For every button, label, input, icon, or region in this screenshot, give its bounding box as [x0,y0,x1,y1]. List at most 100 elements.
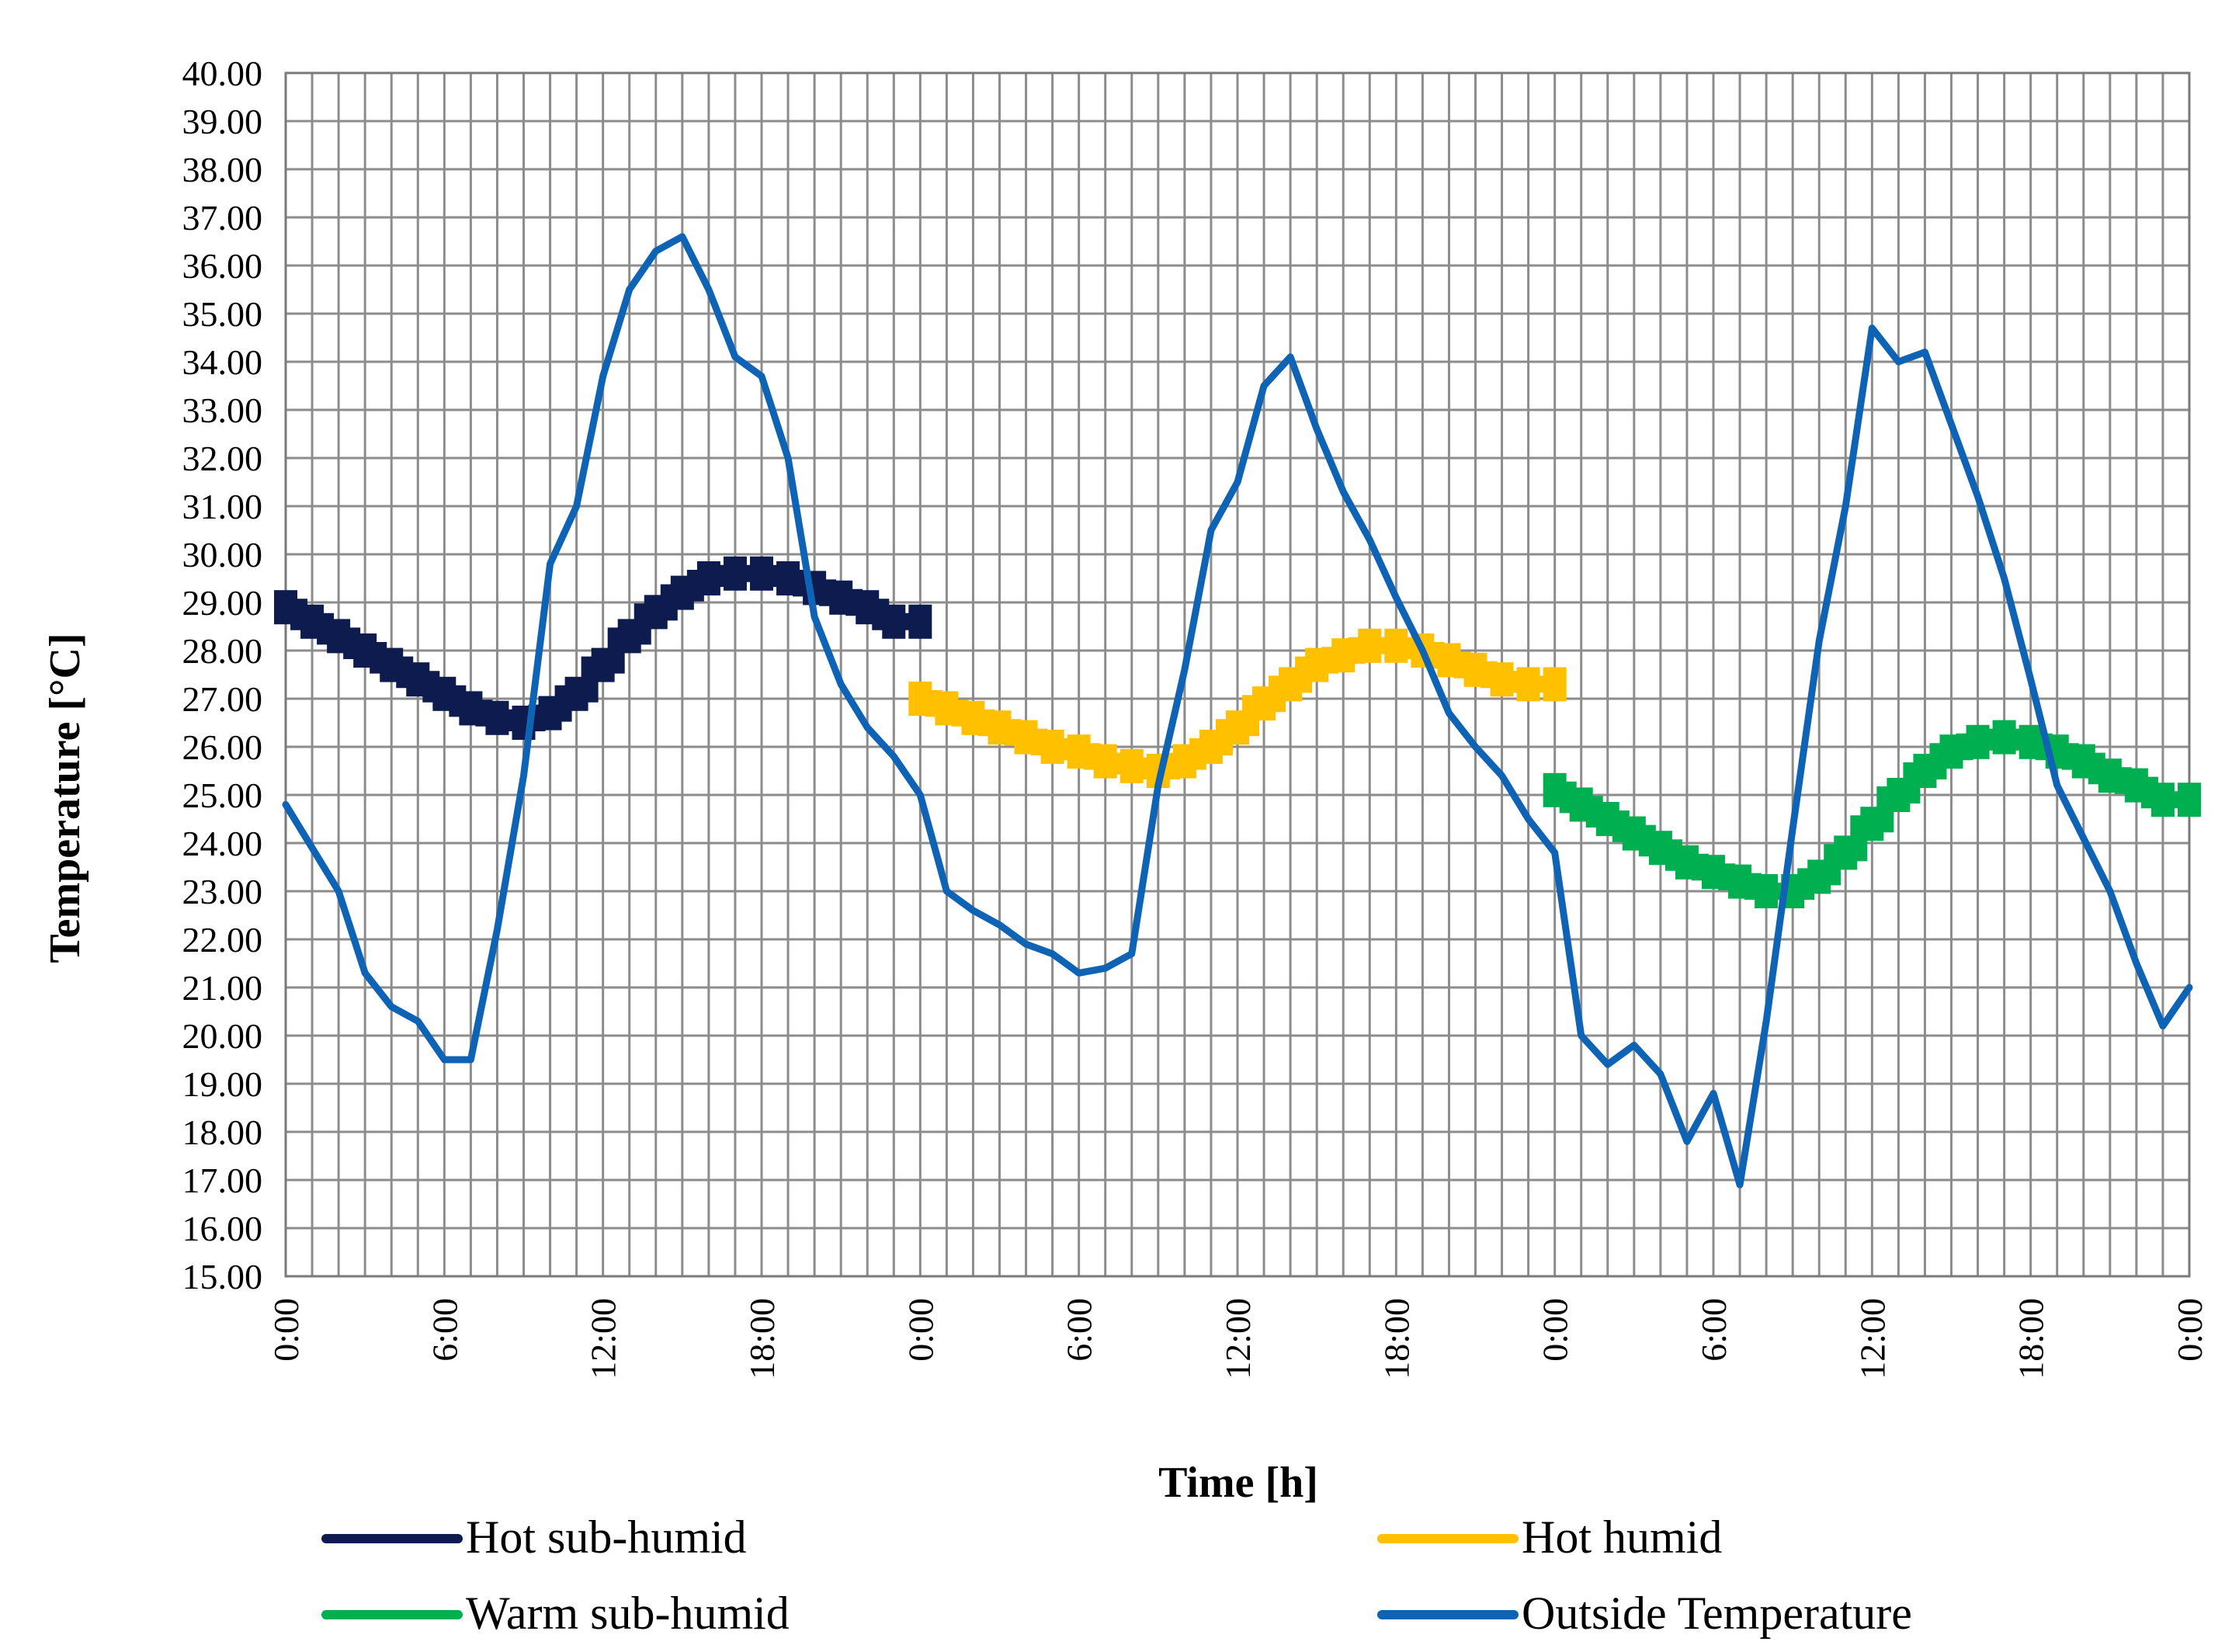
data-point [892,755,896,758]
data-point [1463,652,1487,687]
data-point [1755,874,1779,908]
data-point [961,700,985,735]
data-point [856,590,880,625]
data-point [1172,744,1196,779]
data-point [654,249,658,253]
y-tick-label: 16.00 [182,1209,263,1248]
data-point [1622,816,1646,851]
data-point [627,288,631,291]
legend-item: Outside Temperature [1377,1588,1912,1639]
data-point [1156,783,1160,787]
data-point [2178,783,2201,817]
data-point [882,604,906,639]
data-point [1490,662,1514,697]
data-point [459,691,483,726]
legend-item: Hot humid [1377,1511,1722,1563]
data-point [1199,730,1223,764]
x-axis-title: Time [h] [1158,1459,1318,1507]
data-point [353,633,377,668]
data-point [363,971,367,975]
data-point [1728,864,1752,899]
x-tick-label: 18:00 [1376,1298,1416,1380]
data-point [696,561,720,595]
data-point [935,691,959,726]
data-point [1182,668,1186,672]
y-tick-label: 30.00 [182,535,263,574]
data-point [1103,967,1107,970]
data-point [2002,577,2006,580]
data-point [1384,628,1408,663]
data-point [1870,326,1874,330]
y-tick-label: 22.00 [182,920,263,960]
series-hot-sub-humid [274,556,932,740]
legend-label: Warm sub-humid [466,1588,790,1639]
y-axis-title: Temperature [°C] [41,633,89,963]
plot-grid [284,71,2191,1278]
plot-border [284,71,2191,1278]
y-tick-label: 35.00 [182,294,263,334]
y-tick-label: 18.00 [182,1112,263,1152]
data-point [548,562,552,566]
data-point [469,1058,473,1061]
legend-label: Outside Temperature [1522,1588,1912,1639]
data-point [1279,667,1303,702]
legend-label: Hot sub-humid [466,1511,747,1563]
data-point [1553,851,1557,855]
data-point [406,662,430,697]
legend-item: Warm sub-humid [321,1588,790,1639]
data-point [1500,774,1504,778]
data-point [1236,481,1239,484]
data-point [1474,745,1477,748]
y-tick-label: 37.00 [182,198,263,238]
data-point [1209,529,1213,532]
data-point [866,726,870,730]
data-point [1976,495,1980,498]
data-point [390,1005,394,1008]
data-point [1887,778,1911,812]
data-point [1516,667,1540,702]
data-point [311,846,314,850]
y-tick-label: 19.00 [182,1064,263,1104]
y-tick-label: 20.00 [182,1016,263,1056]
data-point [1368,538,1372,542]
data-point [1289,355,1293,359]
data-point [1844,505,1848,508]
data-point [564,676,588,711]
data-point [813,615,817,619]
data-point [1579,1034,1583,1037]
data-point [2161,1024,2164,1028]
y-tick-label: 25.00 [182,776,263,815]
legend: Hot sub-humid Hot humid Warm sub-humid Outs… [321,1511,1912,1639]
x-tick-label: 6:00 [1060,1298,1099,1362]
x-tick-label: 0:00 [2170,1298,2209,1362]
data-point [416,1019,420,1023]
data-point [706,288,710,291]
data-point [1992,720,2016,755]
data-point [2029,678,2032,682]
data-point [1447,711,1451,715]
data-point [1226,710,1249,745]
data-point [2150,783,2175,817]
data-point [1040,730,1064,764]
data-point [1949,422,1953,426]
data-point [1738,1183,1742,1187]
data-point [601,374,605,378]
y-tick-label: 26.00 [182,727,263,767]
data-point [1632,1043,1636,1047]
data-point [670,575,694,610]
data-point [786,456,790,460]
data-point [733,355,737,359]
data-point [1860,807,1884,842]
data-point [723,556,747,591]
data-point [908,604,932,639]
data-point [591,647,615,682]
data-point [1817,639,1821,643]
x-tick-labels: 0:00 6:00 12:00 18:00 0:00 6:00 12:00 18:00 0:00… [266,1298,2209,1380]
y-tick-label: 32.00 [182,439,263,478]
y-tick-label: 27.00 [182,679,263,719]
data-point [908,682,932,716]
data-point [1791,827,1795,831]
data-point [327,619,351,654]
data-point [1437,643,1461,678]
